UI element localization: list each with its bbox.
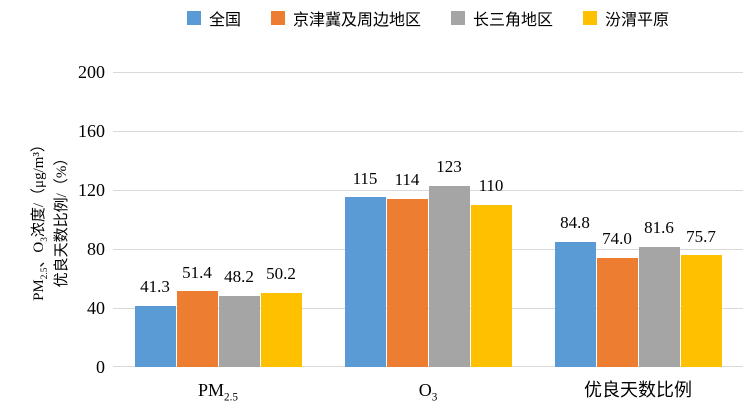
bar: 110 [470,176,512,367]
y-tick-label: 0 [96,357,105,377]
bar-value-label: 41.3 [140,277,170,297]
legend-item: 汾渭平原 [583,6,669,30]
bar-value-label: 123 [436,156,462,176]
gridline [113,249,743,250]
chart-legend: 全国 京津冀及周边地区 长三角地区 汾渭平原 [113,6,743,30]
legend-label: 京津冀及周边地区 [292,12,421,29]
legend-item: 长三角地区 [451,6,553,30]
legend-item: 京津冀及周边地区 [270,6,421,30]
bar: 48.2 [218,268,260,367]
bar-group: 41.3 51.4 48.2 50.2 [113,72,323,367]
legend-color-swatch [270,11,285,25]
gridline [113,308,743,309]
gridline [113,190,743,191]
bar: 84.8 [554,214,596,367]
bar-value-label: 81.6 [644,217,674,237]
x-axis-category-labels: PM2.5 O3 优良天数比例 [113,379,743,404]
y-tick-label: 200 [78,62,105,82]
bar-value-label: 110 [478,176,504,196]
gridline [113,366,743,367]
bar: 50.2 [260,265,302,367]
category-label: 优良天数比例 [584,380,692,400]
legend-label: 全国 [208,12,241,29]
bar-value-label: 48.2 [224,267,254,287]
y-axis-title-line: 优良天数比例/（%） [54,150,70,288]
bar: 114 [386,170,428,367]
bar-value-label: 74.0 [602,229,632,249]
bar: 74.0 [596,229,638,367]
bar-value-label: 50.2 [266,264,296,284]
bar-groups: 41.3 51.4 48.2 50.2 115 114 123 110 84.8 74.0 81.6… [113,72,743,367]
bar: 75.7 [680,227,722,367]
legend-color-swatch [186,11,201,25]
bar: 51.4 [176,263,218,367]
bar-value-label: 51.4 [182,262,212,282]
y-axis-title: PM2.5、O3浓度/（μg/m³） 优良天数比例/（%） [28,137,74,301]
y-tick-label: 80 [87,239,105,259]
y-tick-label: 160 [78,121,105,141]
plot-area: 41.3 51.4 48.2 50.2 115 114 123 110 84.8 74.0 81.6… [113,72,743,367]
legend-label: 汾渭平原 [605,12,670,29]
bar-group: 115 114 123 110 [323,72,533,367]
y-tick-label: 120 [78,180,105,200]
bar-value-label: 115 [352,168,378,188]
y-tick-label: 40 [87,298,105,318]
bar-value-label: 114 [394,170,420,190]
bar-value-label: 75.7 [686,226,716,246]
bar: 81.6 [638,218,680,367]
bar: 41.3 [134,278,176,367]
bar: 123 [428,157,470,367]
category-label: PM2.5 [198,380,238,404]
y-axis-title-line: PM2.5、O3浓度/（μg/m³） [31,137,50,301]
legend-color-swatch [451,11,465,25]
y-axis-tick-labels: 0 40 80 120 160 200 [0,0,105,414]
bar: 115 [344,169,386,367]
legend-color-swatch [583,11,598,25]
category-label: O3 [418,380,438,404]
gridline [113,72,743,73]
legend-item: 全国 [186,6,241,30]
bar-group: 84.8 74.0 81.6 75.7 [533,72,743,367]
gridline [113,131,743,132]
bar-value-label: 84.8 [560,213,590,233]
legend-label: 长三角地区 [473,12,554,29]
